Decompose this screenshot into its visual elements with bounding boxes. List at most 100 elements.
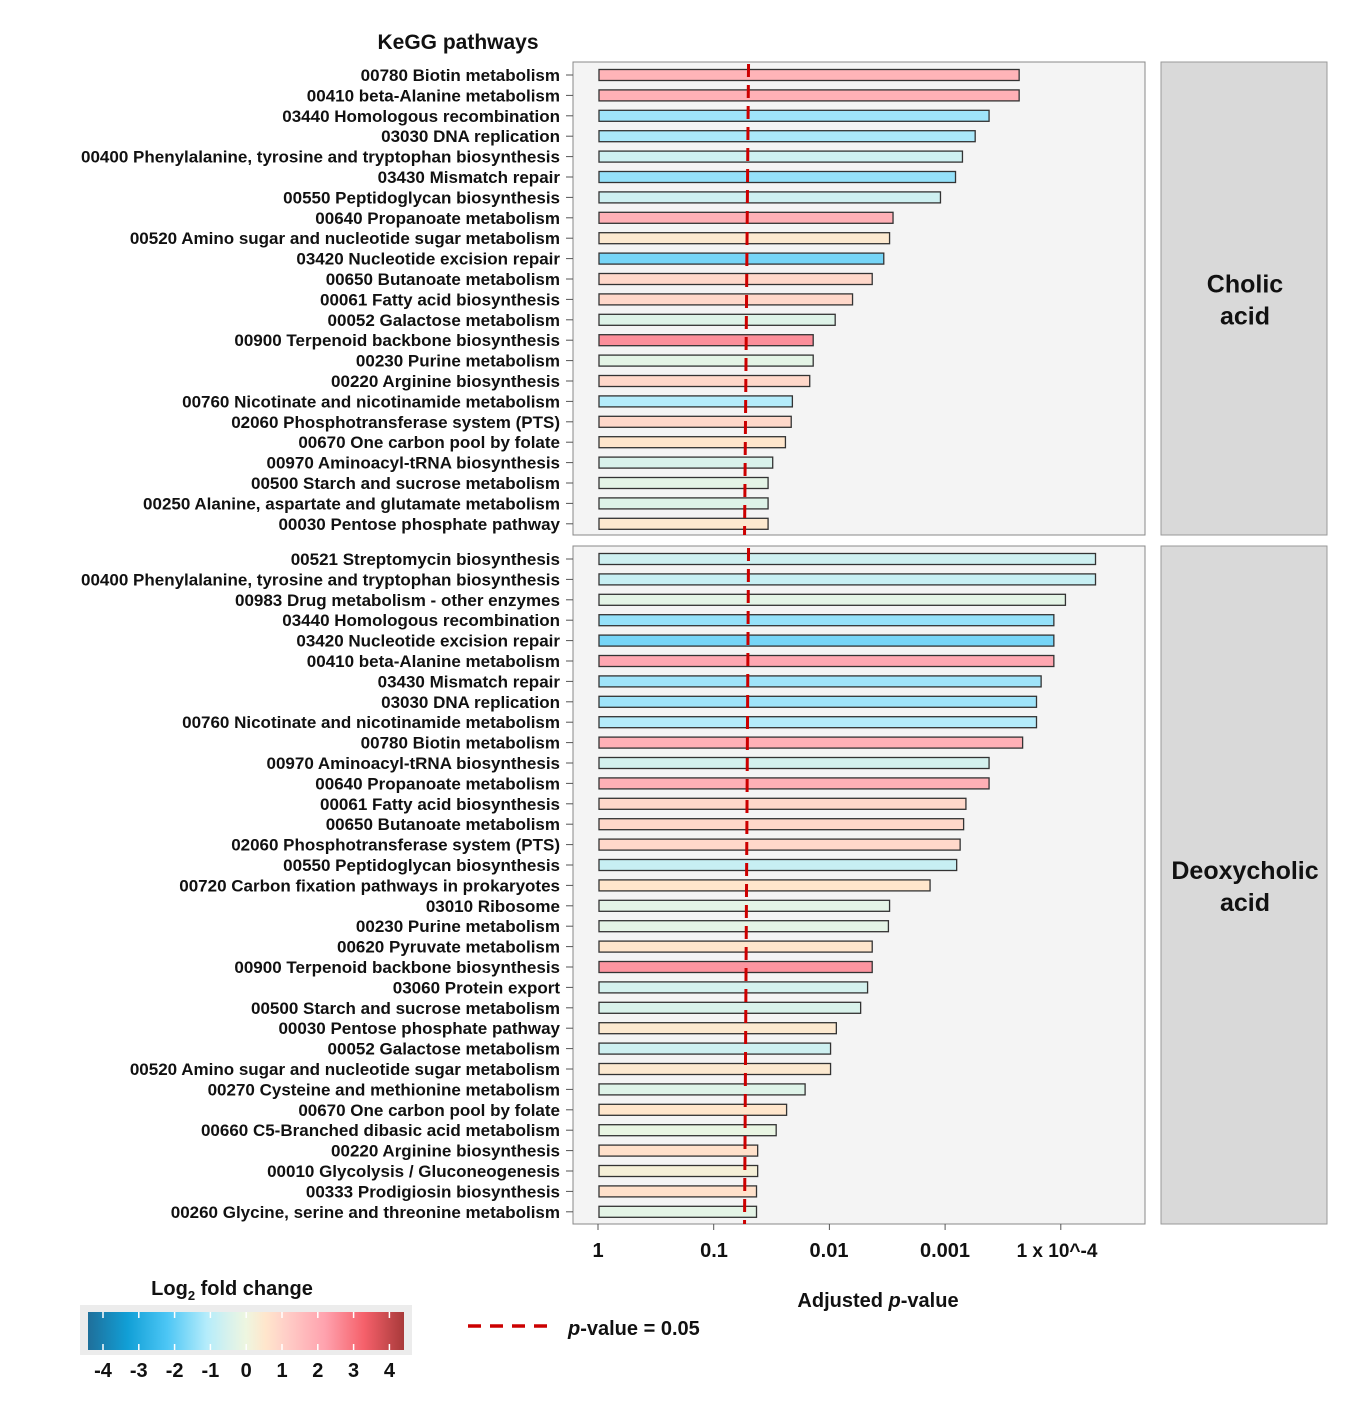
category-label: 00061 Fatty acid biosynthesis [320, 795, 560, 814]
x-axis-ticks: 1 0.1 0.01 0.001 1 x 10^-4 [592, 1240, 1097, 1262]
category-label: 00670 One carbon pool by folate [298, 433, 560, 452]
category-label: 03060 Protein export [393, 978, 561, 997]
bar [598, 960, 873, 974]
bar [598, 695, 1038, 708]
color-tick-label: 1 [276, 1360, 287, 1382]
category-label: 00760 Nicotinate and nicotinamide metabo… [182, 392, 560, 411]
bar [598, 395, 794, 408]
color-tick-label: 2 [312, 1360, 323, 1382]
bar [598, 614, 1055, 627]
category-label: 03440 Homologous recombination [282, 107, 560, 126]
bar [598, 1083, 806, 1096]
category-label: 00010 Glycolysis / Gluconeogenesis [267, 1162, 560, 1181]
color-tick-label: 0 [241, 1360, 252, 1382]
category-label: 00220 Arginine biosynthesis [331, 1142, 560, 1161]
category-label: 03030 DNA replication [381, 693, 560, 712]
x-tick-label: 0.01 [810, 1240, 849, 1262]
color-tick-label: -4 [94, 1360, 113, 1382]
category-label: 00052 Galactose metabolism [328, 1040, 560, 1059]
bar [598, 920, 890, 933]
x-tick-label: 1 x 10^-4 [1017, 1241, 1098, 1262]
x-tick-label: 0.1 [700, 1240, 728, 1262]
bar [598, 1103, 788, 1116]
bar [598, 1022, 837, 1035]
facet-label: Cholic [1207, 271, 1283, 299]
bar [598, 150, 964, 163]
bar [598, 252, 885, 265]
bar [598, 593, 1067, 606]
category-label: 02060 Phosphotransferase system (PTS) [231, 413, 560, 432]
bar [598, 191, 942, 204]
category-label: 00970 Aminoacyl-tRNA biosynthesis [267, 754, 561, 773]
category-label: 03030 DNA replication [381, 127, 560, 146]
x-tick-label: 0.001 [920, 1240, 970, 1262]
category-label: 00780 Biotin metabolism [361, 66, 560, 85]
threshold-line [743, 63, 751, 536]
bar [598, 838, 961, 851]
category-label: 00333 Prodigiosin biosynthesis [306, 1182, 560, 1201]
bar [598, 109, 990, 122]
bar [598, 415, 792, 428]
category-label: 00660 C5-Branched dibasic acid metabolis… [201, 1121, 560, 1140]
bar [598, 130, 976, 143]
category-label: 00030 Pentose phosphate pathway [278, 515, 560, 534]
category-label: 00640 Propanoate metabolism [315, 209, 560, 228]
category-label: 00720 Carbon fixation pathways in prokar… [179, 876, 560, 895]
color-scale-bar [88, 1312, 404, 1350]
color-legend: Log2 fold change -4 -3 -2 -1 0 1 2 3 4 [80, 1278, 412, 1382]
chart-title: KeGG pathways [377, 31, 538, 54]
bar [598, 777, 990, 790]
bar [598, 634, 1055, 647]
category-label: 00520 Amino sugar and nucleotide sugar m… [130, 1060, 560, 1079]
category-label: 00410 beta-Alanine metabolism [307, 652, 560, 671]
bar [598, 436, 787, 449]
category-label: 00230 Purine metabolism [356, 917, 560, 936]
bar [598, 818, 965, 831]
category-label: 00650 Butanoate metabolism [326, 815, 560, 834]
bar [598, 1185, 758, 1198]
category-label: 03420 Nucleotide excision repair [296, 632, 560, 651]
category-label: 00970 Aminoacyl-tRNA biosynthesis [267, 454, 561, 473]
category-label: 00550 Peptidoglycan biosynthesis [283, 188, 560, 207]
bar [598, 476, 769, 490]
category-label: 00400 Phenylalanine, tyrosine and trypto… [81, 148, 560, 167]
facet-label: Deoxycholic [1171, 857, 1318, 885]
bar [598, 573, 1097, 586]
bar [598, 1124, 777, 1137]
category-label: 00061 Fatty acid biosynthesis [320, 290, 560, 309]
bar [598, 68, 1020, 82]
color-tick-label: -3 [130, 1360, 148, 1382]
bar [598, 293, 854, 306]
x-tick-label: 1 [592, 1240, 603, 1262]
bar [598, 497, 769, 510]
color-tick-label: 3 [348, 1360, 359, 1382]
bar [598, 1062, 832, 1076]
category-label: 00250 Alanine, aspartate and glutamate m… [143, 494, 560, 513]
bar [598, 716, 1038, 729]
bar [598, 940, 873, 953]
threshold-legend-label: p-value = 0.05 [567, 1318, 700, 1340]
bar [598, 1144, 759, 1157]
bar [598, 170, 957, 184]
x-axis-label: Adjusted p-value [797, 1290, 958, 1312]
category-label: 00521 Streptomycin biosynthesis [291, 550, 560, 569]
bar [598, 354, 814, 367]
bar [598, 1205, 758, 1218]
bar [598, 981, 869, 994]
category-label: 00260 Glycine, serine and threonine meta… [171, 1203, 560, 1222]
bar [598, 517, 769, 530]
category-label: 03430 Mismatch repair [378, 672, 561, 691]
bar [598, 1164, 759, 1178]
category-label: 00670 One carbon pool by folate [298, 1101, 560, 1120]
category-label: 00650 Butanoate metabolism [326, 270, 560, 289]
threshold-line [743, 547, 751, 1225]
bar [598, 675, 1042, 688]
bar [598, 232, 891, 245]
category-label: 02060 Phosphotransferase system (PTS) [231, 836, 560, 855]
color-tick-label: -2 [166, 1360, 184, 1382]
bar [598, 797, 967, 810]
category-label: 03430 Mismatch repair [378, 168, 561, 187]
bar [598, 736, 1024, 749]
category-label: 00220 Arginine biosynthesis [331, 372, 560, 391]
